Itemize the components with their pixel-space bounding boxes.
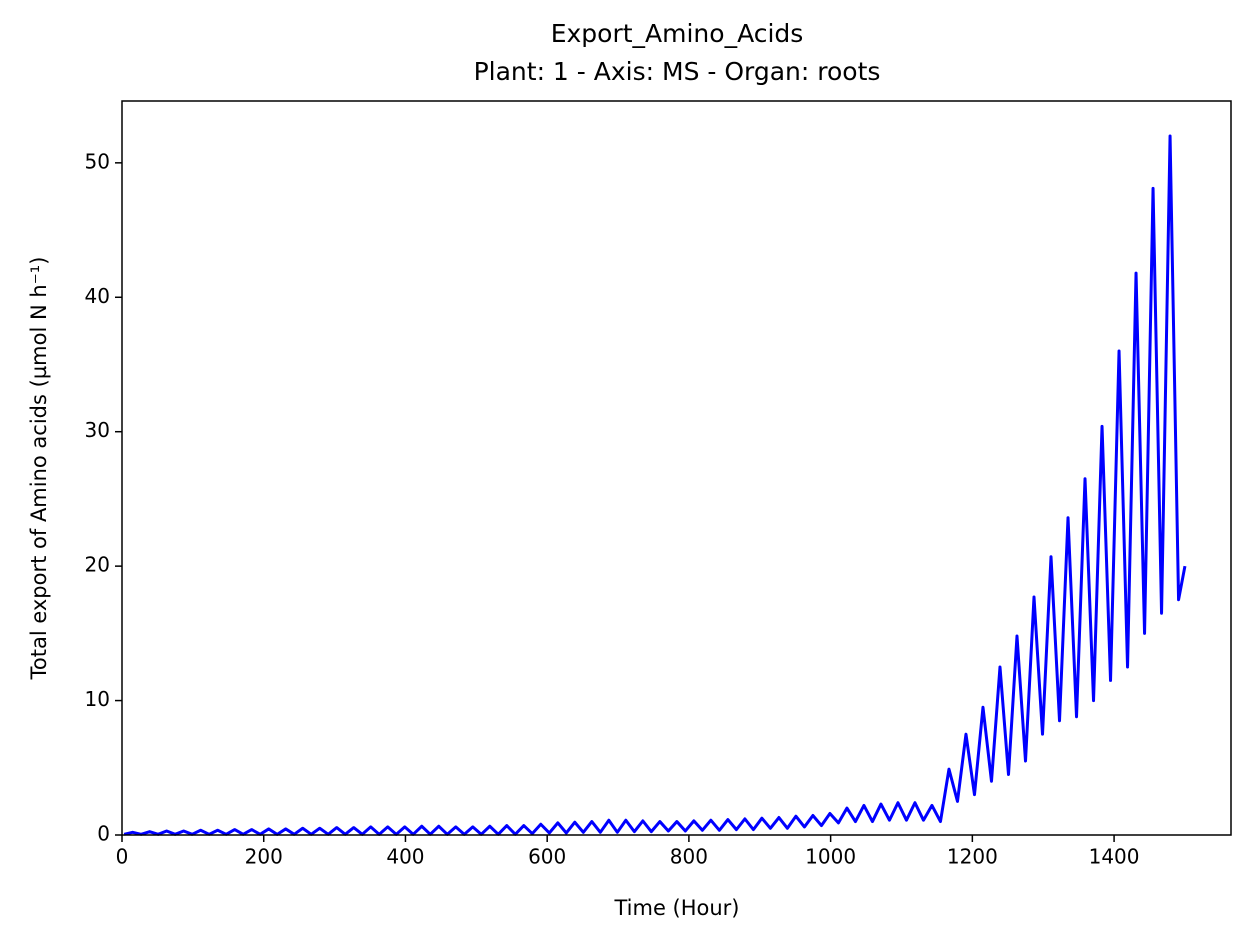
y-tick-label: 10 bbox=[85, 687, 110, 711]
y-axis-label: Total export of Amino acids (µmol N h⁻¹) bbox=[27, 257, 51, 681]
y-tick-label: 40 bbox=[85, 284, 110, 308]
x-tick-label: 1000 bbox=[805, 845, 856, 869]
chart-subtitle: Plant: 1 - Axis: MS - Organ: roots bbox=[474, 57, 881, 86]
y-tick-label: 20 bbox=[85, 553, 110, 577]
x-tick-label: 400 bbox=[386, 845, 424, 869]
y-tick-label: 50 bbox=[85, 149, 110, 173]
x-tick-label: 1400 bbox=[1089, 845, 1140, 869]
x-tick-label: 200 bbox=[245, 845, 283, 869]
y-tick-label: 0 bbox=[97, 822, 110, 846]
y-tick-label: 30 bbox=[85, 418, 110, 442]
x-tick-label: 600 bbox=[528, 845, 566, 869]
data-line bbox=[123, 134, 1187, 836]
x-tick-label: 0 bbox=[116, 845, 129, 869]
chart-title: Export_Amino_Acids bbox=[551, 19, 804, 48]
x-axis-label: Time (Hour) bbox=[613, 896, 739, 920]
plot-frame bbox=[121, 100, 1232, 836]
x-tick-label: 800 bbox=[670, 845, 708, 869]
x-tick-label: 1200 bbox=[947, 845, 998, 869]
